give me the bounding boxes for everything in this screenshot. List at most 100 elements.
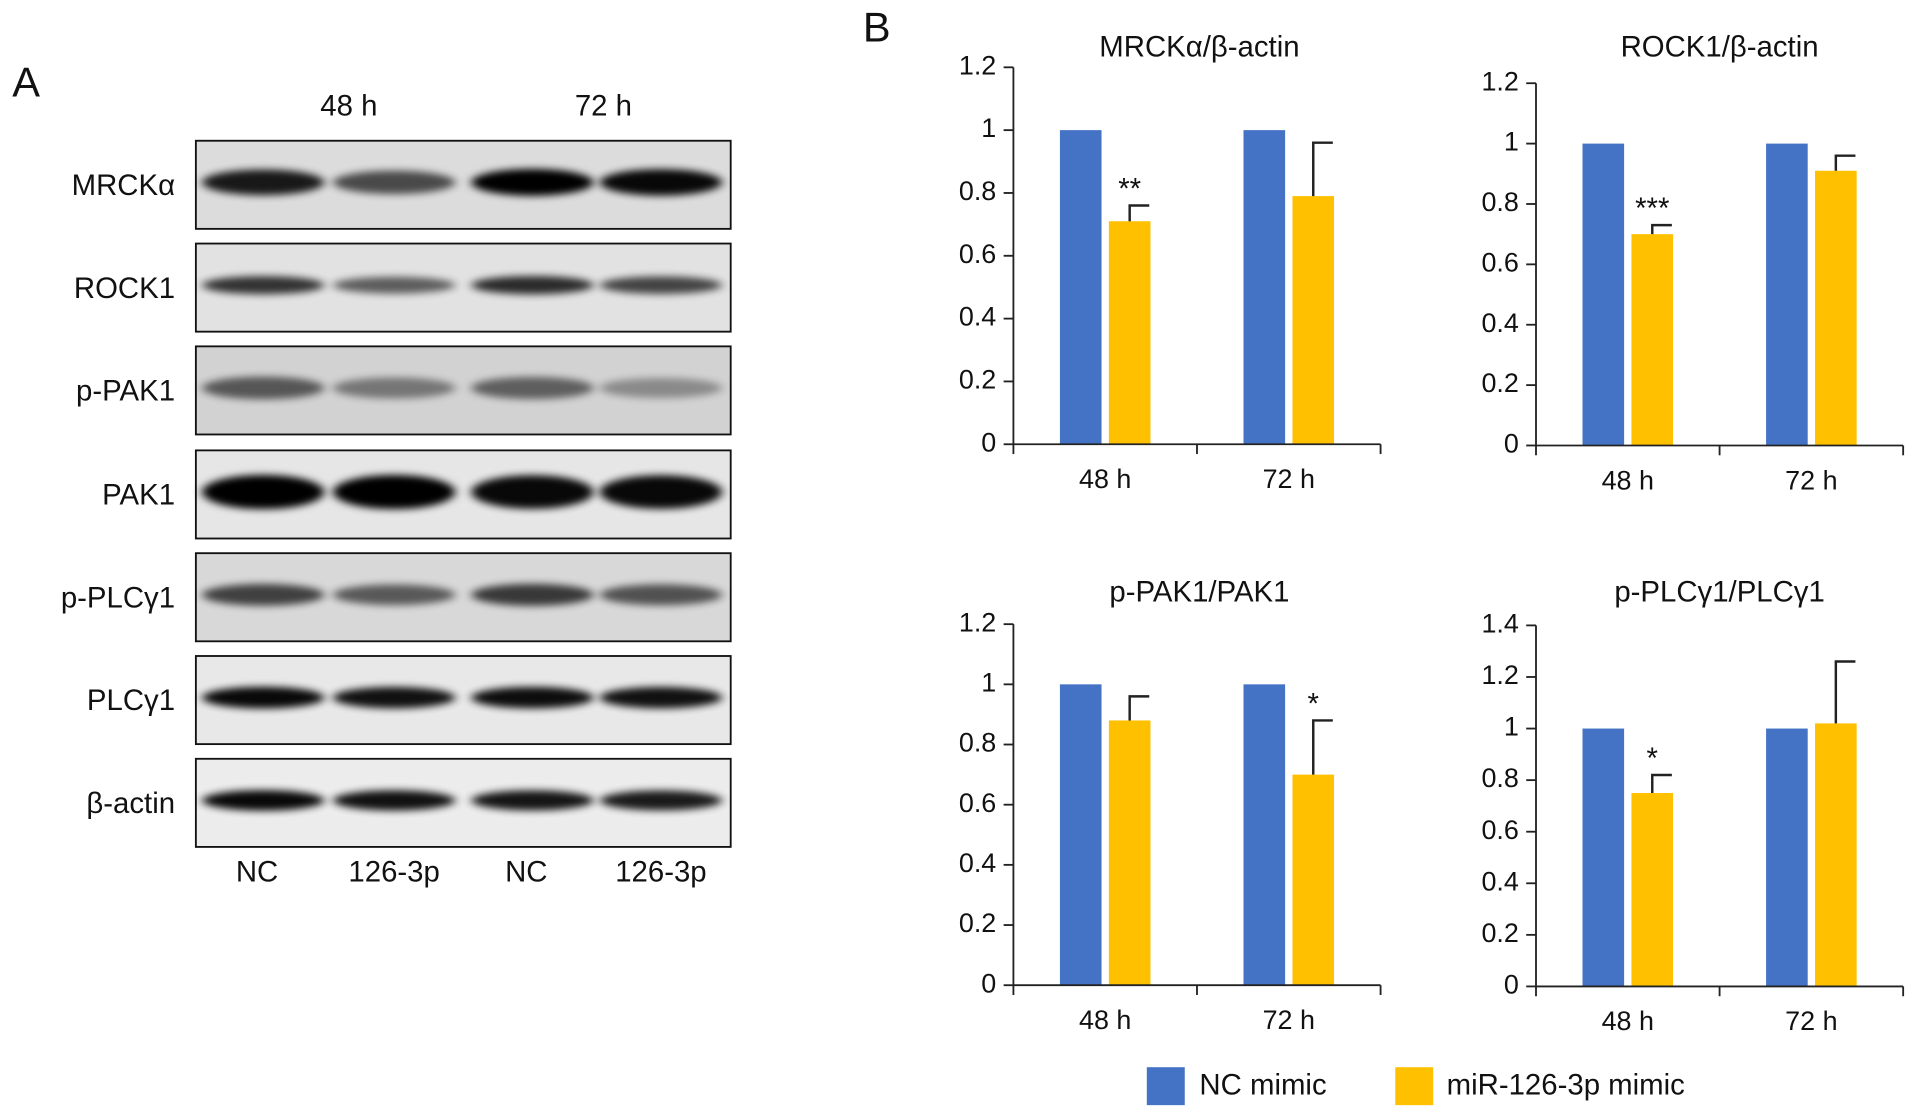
y-tick-label: 0.2 (959, 908, 996, 938)
western-blot: MRCKα ROCK1 p-PAK1 PAK1 p-PLCγ1 PLCγ1 β-actin N… (61, 139, 732, 889)
blot-band (599, 686, 723, 709)
blot-band (471, 275, 594, 295)
x-tick-label: 72 h (1263, 1005, 1315, 1035)
blot-band (201, 169, 325, 196)
bar (1292, 774, 1335, 986)
row-label: ROCK1 (74, 272, 175, 305)
bar-chart: p-PLCγ1/PLCγ1 0 0.2 0.4 0.6 0.8 1 1.2 1.4 48 h * 72… (1481, 575, 1905, 1036)
bar (1631, 793, 1674, 987)
blot-band (599, 790, 723, 811)
y-tick-label: 0.4 (959, 302, 996, 332)
significance-label: *** (1635, 192, 1669, 225)
blot-band (471, 686, 594, 709)
row-label: β-actin (86, 787, 175, 820)
y-tick-label: 0.6 (1481, 815, 1518, 845)
bar (1766, 143, 1808, 446)
error-bar (1128, 695, 1150, 721)
y-tick-label: 0.6 (959, 239, 996, 269)
y-tick-label: 0.6 (959, 788, 996, 818)
y-tick-label: 1 (981, 113, 996, 143)
chart-title: ROCK1/β-actin (1621, 31, 1819, 64)
y-tick-label: 0 (1504, 429, 1519, 459)
legend-swatch (1146, 1067, 1185, 1106)
y-tick-label: 0.4 (1481, 866, 1518, 896)
blot-band (471, 475, 594, 509)
row-label: MRCKα (72, 169, 175, 202)
bar (1108, 221, 1151, 445)
significance-label: ** (1118, 173, 1141, 206)
blot-band (201, 583, 325, 606)
blot-band (332, 584, 456, 606)
x-tick-label: 72 h (1785, 1006, 1837, 1036)
y-tick-label: 0.8 (1481, 187, 1518, 217)
chart-title: p-PAK1/PAK1 (1109, 575, 1289, 608)
blot-band (332, 686, 456, 709)
significance-label: * (1647, 742, 1658, 775)
x-tick-label: 72 h (1263, 464, 1315, 494)
blot-band (332, 474, 456, 510)
bar (1582, 143, 1625, 446)
blot-band (471, 583, 594, 606)
legend-label: NC mimic (1199, 1069, 1326, 1102)
time-label: 48 h (320, 89, 377, 122)
y-tick-label: 0.8 (959, 176, 996, 206)
row-label: PAK1 (102, 479, 175, 512)
blot-band (332, 790, 456, 811)
error-bar (1651, 773, 1672, 794)
blot-band (332, 377, 456, 399)
y-tick-label: 1.2 (1481, 66, 1518, 96)
bar (1059, 130, 1102, 445)
bar (1243, 130, 1286, 445)
blot-band (201, 474, 325, 510)
y-tick-label: 0.4 (1481, 308, 1518, 338)
chart-title: MRCKα/β-actin (1099, 31, 1299, 64)
y-tick-label: 1.2 (959, 607, 996, 637)
chart-title: p-PLCγ1/PLCγ1 (1614, 575, 1825, 608)
y-tick-label: 0 (1504, 970, 1519, 1000)
y-tick-label: 1 (981, 667, 996, 697)
bar-chart: MRCKα/β-actin 0 0.2 0.4 0.6 0.8 1 1.2 48 h ** 72 h (959, 31, 1382, 494)
x-tick-label: 48 h (1602, 1006, 1654, 1036)
y-tick-label: 0.2 (1481, 368, 1518, 398)
blot-band (201, 376, 325, 400)
legend-label: miR-126-3p mimic (1447, 1069, 1685, 1102)
y-tick-label: 1.2 (1481, 660, 1518, 690)
panel-label: A (12, 59, 40, 106)
y-tick-label: 0.8 (959, 728, 996, 758)
x-tick-label: 48 h (1079, 464, 1131, 494)
row-label: p-PAK1 (76, 375, 175, 408)
blot-band (599, 377, 723, 398)
blot-band (471, 376, 594, 400)
bar (1582, 728, 1625, 987)
bar (1292, 196, 1335, 445)
x-tick-label: 48 h (1602, 465, 1654, 495)
legend-swatch (1395, 1067, 1434, 1106)
error-bar (1312, 141, 1333, 197)
bar-chart: ROCK1/β-actin 0 0.2 0.4 0.6 0.8 1 1.2 48 h *** 72 … (1481, 31, 1905, 495)
y-tick-label: 1.4 (1481, 609, 1518, 639)
y-tick-label: 1.2 (959, 50, 996, 80)
y-tick-label: 0 (981, 427, 996, 457)
y-tick-label: 1 (1504, 712, 1519, 742)
time-label: 72 h (575, 89, 632, 122)
bar (1815, 170, 1857, 446)
lane-label: NC (505, 856, 547, 889)
y-tick-label: 1 (1504, 127, 1519, 157)
lane-label: NC (236, 856, 278, 889)
bar (1815, 723, 1857, 987)
y-tick-label: 0.2 (1481, 918, 1518, 948)
lane-label: 126-3p (615, 856, 706, 889)
blot-band (332, 170, 456, 195)
blot-band (332, 276, 456, 294)
lane-label: 126-3p (348, 856, 439, 889)
row-label: p-PLCγ1 (61, 581, 175, 614)
blot-band (599, 169, 723, 196)
blot-band (201, 686, 325, 709)
error-bar (1834, 660, 1856, 724)
blot-band (599, 276, 723, 294)
significance-label: * (1308, 688, 1319, 721)
y-tick-label: 0.8 (1481, 763, 1518, 793)
legend: NC mimic miR-126-3p mimic (1146, 1067, 1685, 1106)
